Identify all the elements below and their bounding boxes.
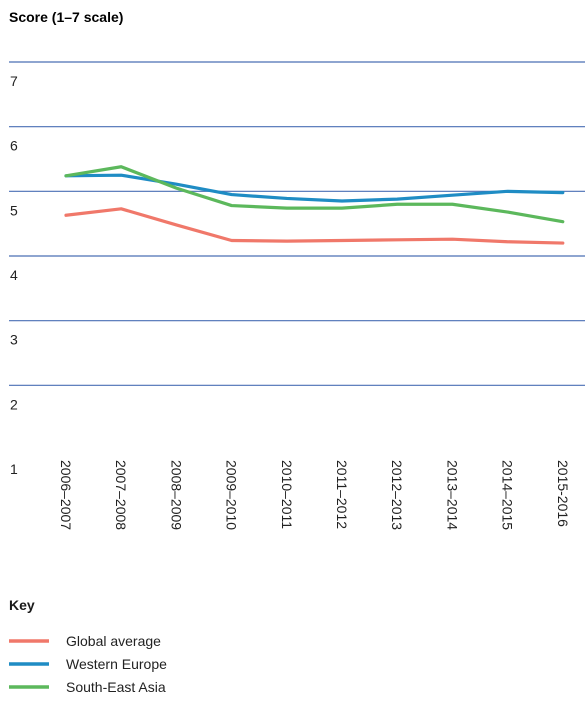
x-tick-label: 2011–2012 xyxy=(334,460,350,529)
y-tick-label: 4 xyxy=(10,267,18,283)
legend-label: South-East Asia xyxy=(66,679,166,695)
x-axis-ticks: 2006–2007 2007–2008 2008–2009 2009–2010 2010… xyxy=(58,460,571,530)
gridlines xyxy=(9,61,585,386)
x-tick-label: 2012–2013 xyxy=(389,460,405,530)
legend-label: Western Europe xyxy=(66,656,167,672)
y-tick-label: 5 xyxy=(10,202,18,218)
legend-label: Global average xyxy=(66,633,161,649)
x-tick-label: 2015-2016 xyxy=(555,460,571,527)
x-tick-label: 2006–2007 xyxy=(58,460,74,530)
x-tick-label: 2009–2010 xyxy=(224,460,240,530)
x-tick-label: 2014–2015 xyxy=(500,460,516,530)
x-tick-label: 2010–2011 xyxy=(279,460,295,529)
legend: Key Global average Western Europe South-Ea… xyxy=(9,597,167,695)
x-tick-label: 2008–2009 xyxy=(168,460,184,530)
series-line xyxy=(64,207,565,245)
series-line xyxy=(64,165,565,224)
legend-title: Key xyxy=(9,597,35,613)
x-tick-label: 2007–2008 xyxy=(113,460,129,530)
series-line xyxy=(64,173,565,203)
y-tick-label: 2 xyxy=(10,396,18,412)
y-tick-label: 7 xyxy=(10,73,18,89)
y-axis-title: Score (1–7 scale) xyxy=(9,9,123,25)
y-tick-label: 6 xyxy=(10,138,18,154)
y-tick-label: 1 xyxy=(10,461,18,477)
y-axis-ticks: 1 2 3 4 5 6 7 xyxy=(10,73,18,477)
x-tick-label: 2013–2014 xyxy=(444,460,460,530)
series-lines xyxy=(64,165,565,245)
y-tick-label: 3 xyxy=(10,332,18,348)
